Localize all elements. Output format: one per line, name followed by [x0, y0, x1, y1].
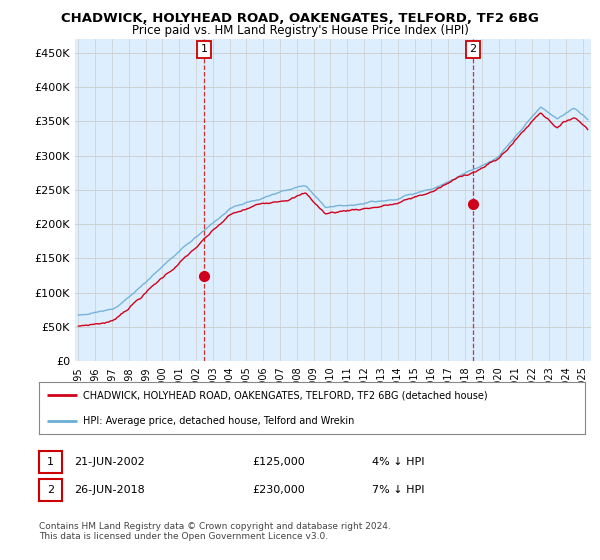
Text: £230,000: £230,000: [252, 485, 305, 495]
Text: 7% ↓ HPI: 7% ↓ HPI: [372, 485, 425, 495]
Text: 26-JUN-2018: 26-JUN-2018: [74, 485, 145, 495]
Text: £125,000: £125,000: [252, 457, 305, 467]
Text: 2: 2: [469, 44, 476, 54]
Text: CHADWICK, HOLYHEAD ROAD, OAKENGATES, TELFORD, TF2 6BG (detached house): CHADWICK, HOLYHEAD ROAD, OAKENGATES, TEL…: [83, 390, 487, 400]
Text: 4% ↓ HPI: 4% ↓ HPI: [372, 457, 425, 467]
Text: Price paid vs. HM Land Registry's House Price Index (HPI): Price paid vs. HM Land Registry's House …: [131, 24, 469, 36]
Text: 21-JUN-2002: 21-JUN-2002: [74, 457, 145, 467]
Text: 1: 1: [47, 457, 54, 467]
Text: HPI: Average price, detached house, Telford and Wrekin: HPI: Average price, detached house, Telf…: [83, 416, 354, 426]
Text: 2: 2: [47, 485, 54, 495]
Text: Contains HM Land Registry data © Crown copyright and database right 2024.
This d: Contains HM Land Registry data © Crown c…: [39, 522, 391, 542]
Text: 1: 1: [200, 44, 208, 54]
Text: CHADWICK, HOLYHEAD ROAD, OAKENGATES, TELFORD, TF2 6BG: CHADWICK, HOLYHEAD ROAD, OAKENGATES, TEL…: [61, 12, 539, 25]
